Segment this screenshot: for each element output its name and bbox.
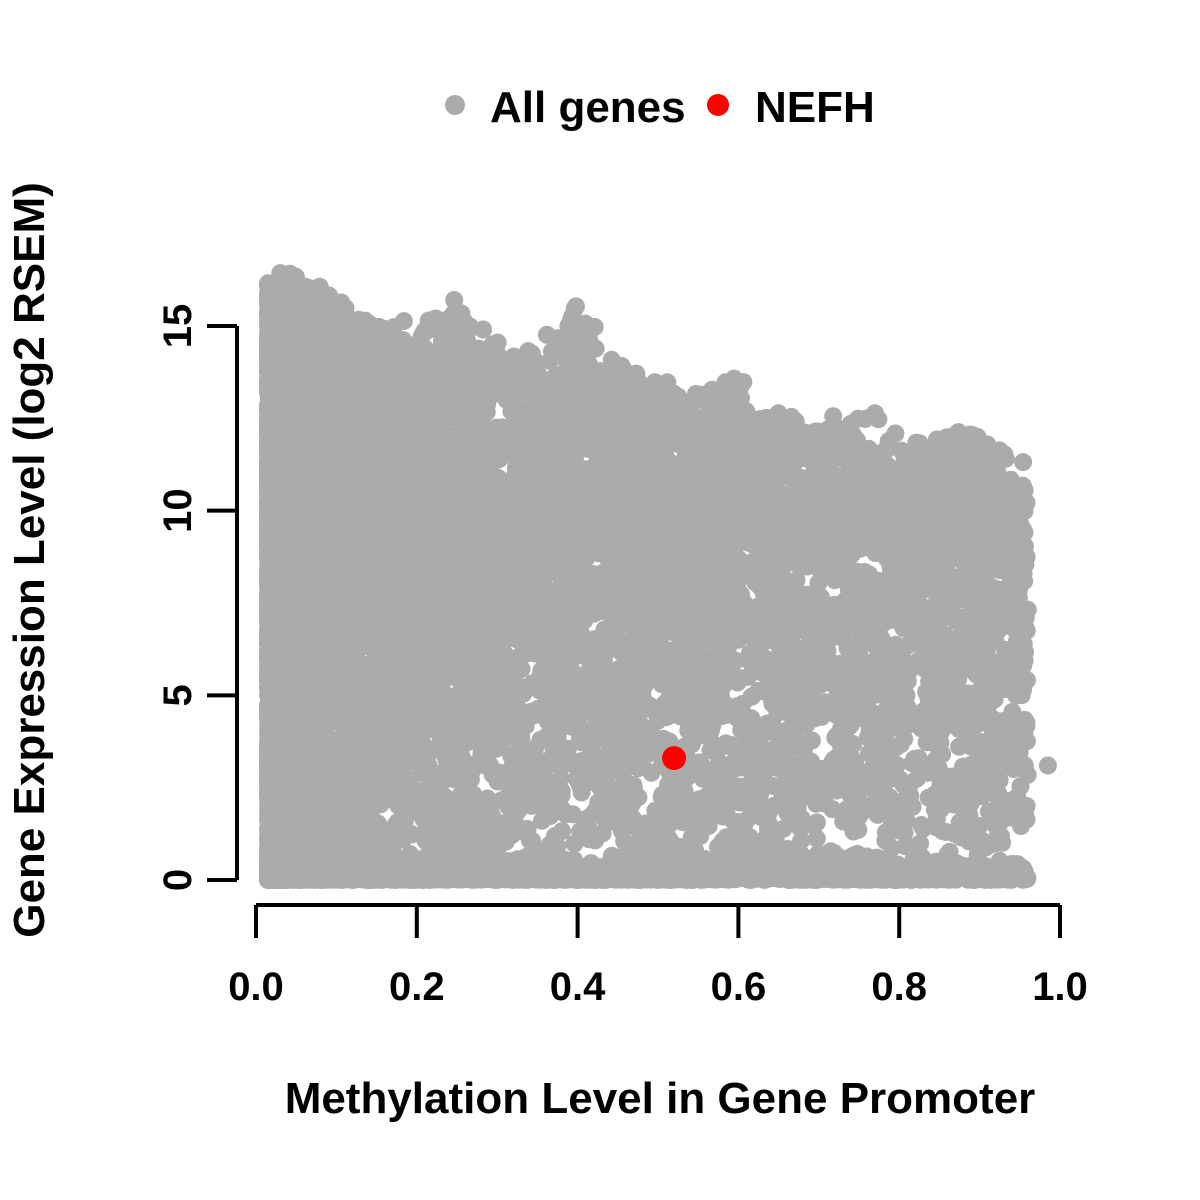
x-tick-label: 0.0 — [228, 965, 284, 1009]
y-tick-label: 0 — [156, 869, 200, 891]
y-axis-tick-labels: 0 5 10 15 — [156, 304, 200, 891]
x-axis-tick-labels: 0.0 0.2 0.4 0.6 0.8 1.0 — [228, 965, 1088, 1009]
legend-label-all-genes: All genes — [490, 83, 686, 132]
y-tick-label: 10 — [156, 488, 200, 532]
chart-legend: All genes NEFH — [445, 83, 875, 132]
x-tick-label: 1.0 — [1032, 965, 1088, 1009]
x-tick-label: 0.6 — [711, 965, 767, 1009]
y-axis-ticks — [207, 324, 237, 882]
y-axis: 0 5 10 15 Gene Expression Level (log2 RSEM) — [5, 182, 239, 938]
y-axis-title: Gene Expression Level (log2 RSEM) — [5, 182, 54, 938]
x-axis-title: Methylation Level in Gene Promoter — [285, 1074, 1036, 1123]
x-tick-label: 0.8 — [871, 965, 927, 1009]
y-tick-label: 15 — [156, 304, 200, 349]
x-axis-ticks — [254, 905, 1062, 938]
y-tick-label: 5 — [156, 684, 200, 706]
red-dot-icon — [707, 94, 729, 116]
x-tick-label: 0.4 — [550, 965, 606, 1009]
nefh-data-point[interactable] — [662, 746, 687, 771]
gray-dot-icon — [445, 95, 465, 115]
series-all-genes-points — [259, 264, 1057, 889]
x-tick-label: 0.2 — [389, 965, 445, 1009]
series-nefh-points[interactable] — [662, 746, 687, 771]
x-axis: 0.0 0.2 0.4 0.6 0.8 1.0 Methylation Level in … — [228, 903, 1088, 1123]
legend-label-nefh: NEFH — [755, 83, 875, 132]
